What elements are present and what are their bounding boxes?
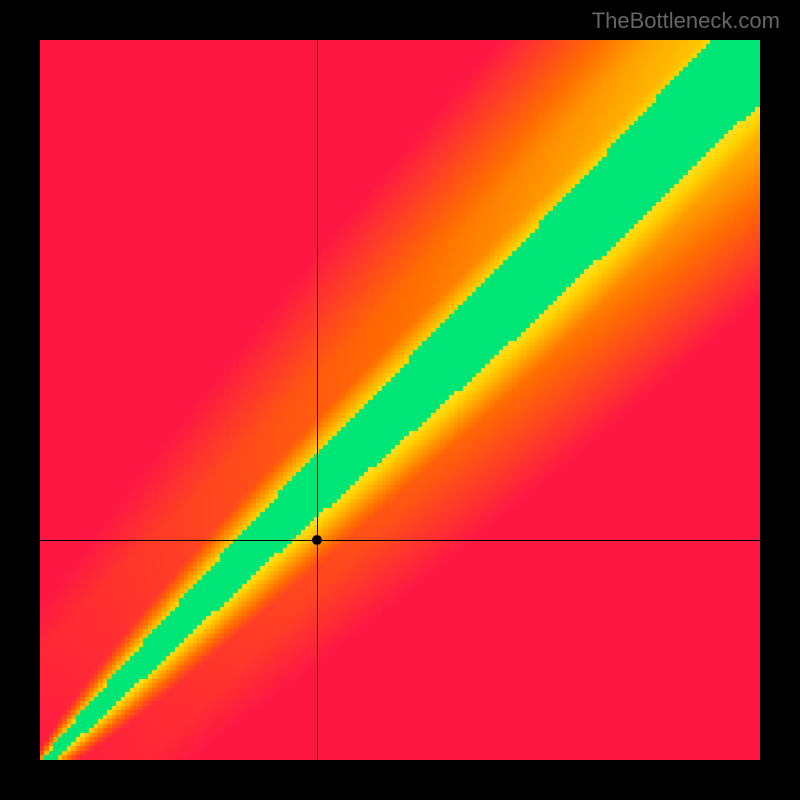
heatmap-canvas: [40, 40, 760, 760]
crosshair-vertical: [317, 40, 318, 760]
crosshair-horizontal: [40, 540, 760, 541]
bottleneck-heatmap: [40, 40, 760, 760]
crosshair-marker: [312, 535, 322, 545]
watermark-label: TheBottleneck.com: [592, 8, 780, 34]
